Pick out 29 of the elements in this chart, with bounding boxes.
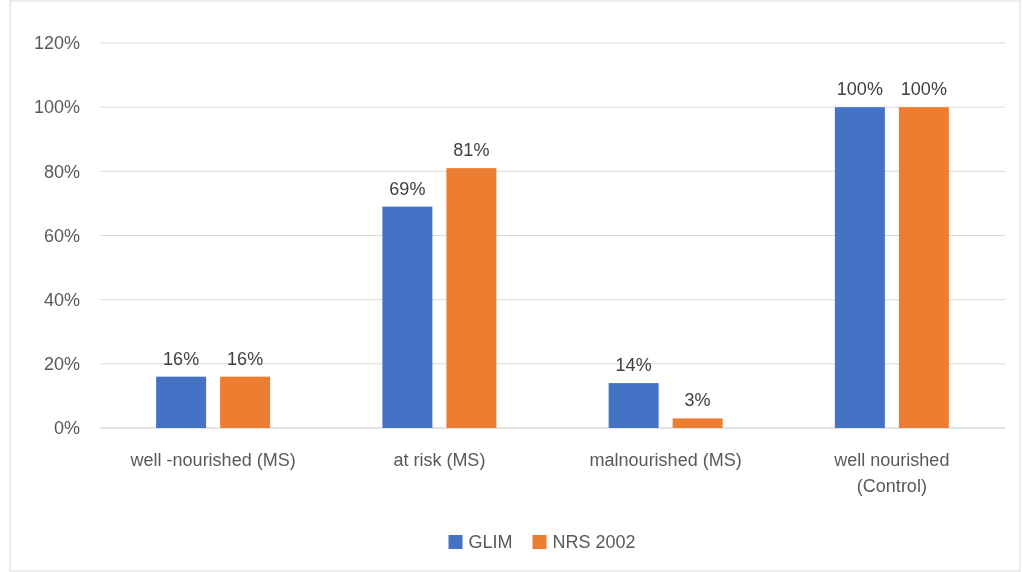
data-label: 100%: [900, 79, 947, 100]
legend-label: GLIM: [468, 532, 513, 553]
data-label: 3%: [684, 390, 711, 411]
y-tick-label: 120%: [33, 33, 80, 54]
x-tick-label: at risk (MS): [393, 450, 486, 470]
bar: [156, 376, 207, 428]
y-tick-label: 60%: [43, 225, 80, 246]
bar: [608, 383, 659, 428]
data-label: 14%: [615, 355, 652, 376]
bar: [898, 107, 949, 428]
y-tick-label: 20%: [43, 354, 80, 375]
data-label: 69%: [389, 178, 426, 199]
x-tick-label: malnourished (MS): [589, 450, 742, 470]
y-tick-label: 100%: [33, 97, 80, 118]
bar: [672, 418, 723, 428]
bar: [220, 376, 271, 428]
data-label: 81%: [453, 140, 490, 161]
x-tick-label: well -nourished (MS): [129, 450, 296, 470]
data-label: 16%: [227, 348, 264, 369]
legend-label: NRS 2002: [552, 532, 636, 553]
y-tick-label: 80%: [43, 161, 80, 182]
y-tick-label: 0%: [53, 418, 80, 439]
bar: [446, 168, 497, 428]
data-label: 100%: [836, 79, 883, 100]
x-tick-label: well nourished (Control): [833, 450, 950, 496]
bar: [834, 107, 885, 428]
data-label: 16%: [163, 348, 200, 369]
bar: [382, 206, 433, 428]
y-tick-label: 40%: [43, 289, 80, 310]
